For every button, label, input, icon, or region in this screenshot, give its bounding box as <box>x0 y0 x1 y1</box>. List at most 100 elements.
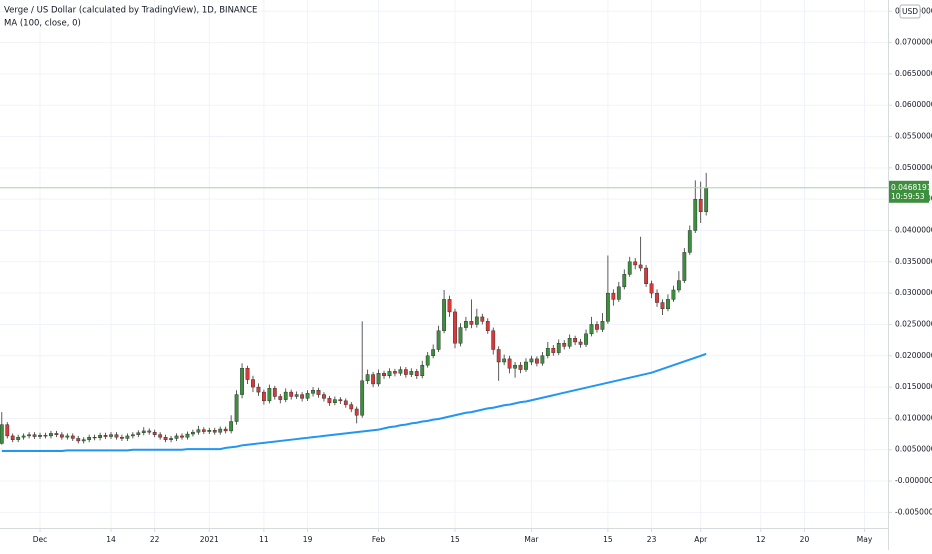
candle-body <box>223 428 228 432</box>
candle-body <box>605 292 610 322</box>
candle-body <box>169 438 173 440</box>
candle-body <box>278 396 283 400</box>
candle-body <box>600 321 605 330</box>
candle-body <box>152 431 157 435</box>
candle-body <box>496 349 501 363</box>
candle-body <box>698 198 703 212</box>
x-tick-label: 20 <box>800 535 810 544</box>
candle-body <box>245 368 250 380</box>
last-price-label: 0.04681913 <box>891 183 932 192</box>
candle-body <box>130 434 135 437</box>
candle-body <box>447 299 452 313</box>
y-tick-label: 0.00500000 <box>895 445 932 454</box>
candle-body <box>480 316 485 322</box>
candle-body <box>332 399 337 403</box>
candle-body <box>551 348 556 353</box>
candle-body <box>136 432 141 435</box>
candle-body <box>567 338 572 347</box>
candle-body <box>403 369 408 375</box>
candle-body <box>147 430 152 433</box>
candle-body <box>316 390 321 395</box>
candle-body <box>545 348 550 356</box>
candle-body <box>272 388 277 397</box>
candle-body <box>256 386 261 393</box>
candle-body <box>218 428 223 433</box>
candle-body <box>212 430 217 433</box>
candle-body <box>633 261 638 266</box>
candle-body <box>49 433 53 437</box>
candle-body <box>556 343 561 353</box>
y-tick-label: 0.05000000 <box>895 163 932 172</box>
candle-body <box>207 430 212 432</box>
candle-body <box>682 252 687 281</box>
y-tick-label: -0.00000000 <box>895 476 932 485</box>
candle-body <box>21 435 26 438</box>
candle-body <box>109 434 113 437</box>
candle-body <box>442 299 446 331</box>
candle-body <box>513 364 517 369</box>
moving-average <box>1 352 707 452</box>
candle-body <box>327 398 332 403</box>
y-tick-label: 0.04000000 <box>895 225 932 234</box>
x-tick-label: Feb <box>372 535 386 544</box>
candle-body <box>180 435 184 438</box>
candle-body <box>562 343 567 347</box>
y-tick-label: 0.06000000 <box>895 100 932 109</box>
candle-body <box>393 371 397 374</box>
candle-body <box>382 373 386 377</box>
candle-body <box>289 391 294 397</box>
y-tick-label: -0.00500000 <box>895 507 932 516</box>
currency-label[interactable]: USD <box>902 7 918 16</box>
candle-body <box>704 187 709 212</box>
candle-body <box>158 434 163 438</box>
candle-body <box>163 436 168 440</box>
candle-body <box>0 424 4 444</box>
candle-body <box>573 338 578 343</box>
candle-body <box>376 373 381 385</box>
candle-body <box>535 358 539 364</box>
candle-body <box>453 311 457 344</box>
candle-body <box>32 434 37 437</box>
x-tick-label: 23 <box>647 535 657 544</box>
x-tick-label: Dec <box>33 535 48 544</box>
candle-body <box>5 424 10 437</box>
candle-body <box>469 321 474 325</box>
candle-body <box>59 434 64 438</box>
candle-body <box>305 393 310 399</box>
candle-body <box>87 436 92 440</box>
candle-body <box>507 358 512 369</box>
candle-body <box>458 327 463 344</box>
candle-body <box>322 394 326 399</box>
last-price-badge <box>889 180 929 203</box>
x-tick-label: 2021 <box>200 535 219 544</box>
candle-body <box>518 364 523 370</box>
candle-body <box>294 394 299 397</box>
x-tick-label: 19 <box>303 535 313 544</box>
candle-body <box>16 436 21 440</box>
candle-body <box>81 439 86 442</box>
y-tick-label: 0.01000000 <box>895 413 932 422</box>
currency-badge[interactable] <box>899 4 921 19</box>
candle-body <box>354 408 359 416</box>
grid <box>0 0 888 528</box>
candle-body <box>649 283 654 294</box>
x-tick-label: 12 <box>756 535 766 544</box>
candle-body <box>414 371 419 377</box>
time-axis <box>0 528 888 550</box>
y-tick-label: 0.01500000 <box>895 382 932 391</box>
candle-body <box>638 264 643 269</box>
x-tick-label: 15 <box>603 535 613 544</box>
candles <box>0 172 888 452</box>
candle-body <box>343 400 348 405</box>
candle-body <box>431 349 436 356</box>
candle-body <box>387 371 392 377</box>
price-axis <box>888 0 932 550</box>
candle-body <box>43 435 48 437</box>
candle-body <box>420 364 425 377</box>
candle-body <box>349 404 354 410</box>
indicator-label: MA (100, close, 0) <box>4 19 81 29</box>
candle-body <box>262 391 266 402</box>
x-tick-label: 11 <box>259 535 269 544</box>
candle-body <box>120 436 124 439</box>
candle-body <box>622 274 627 288</box>
